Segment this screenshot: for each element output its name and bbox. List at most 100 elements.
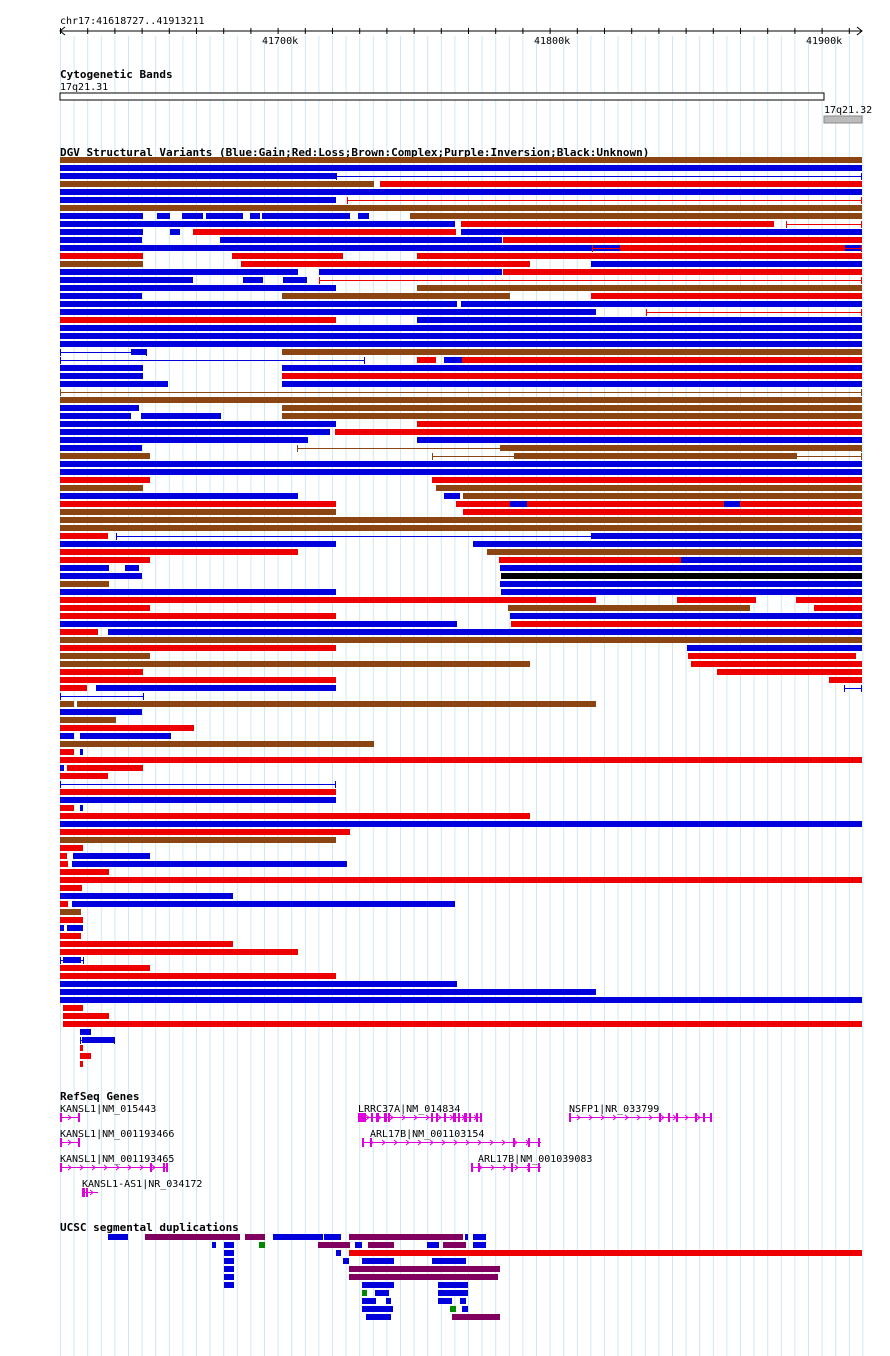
sv-feature (60, 597, 596, 603)
sv-feature (60, 877, 862, 883)
gene-exon (471, 1163, 473, 1172)
sv-feature (436, 485, 862, 491)
refseq-track-title: RefSeq Genes (60, 1090, 139, 1103)
sv-feature (60, 373, 143, 379)
sv-feature (499, 557, 681, 563)
segdup-features[interactable] (108, 1234, 862, 1320)
gene-strand-arrow (588, 1114, 593, 1121)
sv-feature (60, 853, 67, 859)
sv-feature (60, 741, 374, 747)
gene-label-nsfp1[interactable]: NSFP1|NR_033799 (569, 1104, 659, 1115)
sv-feature (282, 405, 862, 411)
sv-feature (620, 245, 845, 251)
sv-feature (80, 733, 171, 739)
sv-feature (80, 749, 83, 755)
gene-exon (362, 1138, 364, 1147)
segdup-feature (450, 1306, 456, 1312)
gene-strand-arrow (67, 1114, 72, 1121)
segdup-track-title: UCSC segmental duplications (60, 1221, 239, 1234)
dgv-features[interactable] (60, 157, 862, 1067)
refseq-track[interactable]: RefSeq Genes KANSL1|NM_015443 KANSL1|NM_… (60, 1090, 712, 1197)
sv-feature (687, 645, 862, 651)
gene-strand-arrow (600, 1114, 605, 1121)
position-label: chr17:41618727..41913211 (60, 16, 205, 27)
sv-feature (63, 957, 81, 963)
gene-label-kansl1-nm015443[interactable]: KANSL1|NM_015443 (60, 1104, 156, 1115)
sv-feature (170, 229, 180, 235)
sv-feature (60, 669, 143, 675)
sv-feature (82, 1037, 115, 1043)
gene-strand-arrow (514, 1164, 519, 1171)
gene-exon (358, 1113, 366, 1122)
sv-feature (60, 261, 143, 267)
sv-feature (591, 533, 862, 539)
segdup-feature (375, 1290, 389, 1296)
sv-feature (60, 653, 150, 659)
sv-feature (417, 437, 862, 443)
gene-strand-arrow (381, 1139, 386, 1146)
gene-strand-arrow (576, 1114, 581, 1121)
sv-feature (241, 261, 530, 267)
sv-feature (60, 405, 139, 411)
gene-label-kansl1-nm001193466[interactable]: KANSL1|NM_001193466 (60, 1129, 174, 1140)
gene-exon (444, 1113, 446, 1122)
sv-feature (796, 597, 862, 603)
gene-exon (388, 1113, 390, 1122)
sv-feature (432, 477, 862, 483)
sv-feature (463, 493, 862, 499)
sv-feature (63, 1021, 862, 1027)
cytoband-track[interactable]: Cytogenetic Bands 17q21.31 17q21.32 (59, 68, 872, 124)
gene-exon (464, 1113, 467, 1122)
gene-exon (60, 1138, 62, 1147)
gene-models[interactable] (60, 1113, 712, 1197)
sv-feature (60, 709, 142, 715)
sv-feature (206, 213, 243, 219)
sv-feature (688, 653, 856, 659)
gene-strand-arrow (417, 1139, 422, 1146)
sv-feature (80, 1061, 83, 1067)
gene-exon (431, 1113, 433, 1122)
dgv-track-title: DGV Structural Variants (Blue:Gain;Red:L… (60, 146, 649, 159)
gene-label-kansl1-as1[interactable]: KANSL1-AS1|NR_034172 (82, 1179, 202, 1190)
segdup-track[interactable]: UCSC segmental duplications (60, 1221, 862, 1320)
gene-strand-arrow (89, 1189, 94, 1196)
gene-strand-arrow (696, 1114, 701, 1121)
sv-feature (60, 237, 142, 243)
gene-label-kansl1-nm001193465[interactable]: KANSL1|NM_001193465 (60, 1154, 174, 1165)
segdup-feature (259, 1242, 265, 1248)
sv-feature (500, 445, 862, 451)
segdup-feature (473, 1242, 486, 1248)
gene-label-arl17b-nm001039083[interactable]: ARL17B|NM_001039083 (478, 1154, 592, 1165)
gene-strand-arrow (67, 1139, 72, 1146)
dgv-track[interactable]: DGV Structural Variants (Blue:Gain;Red:L… (60, 146, 862, 1067)
segdup-feature (273, 1234, 323, 1240)
sv-feature (717, 669, 862, 675)
sv-feature (461, 229, 862, 235)
sv-feature (60, 429, 330, 435)
gene-exon (538, 1138, 540, 1147)
sv-feature (60, 901, 68, 907)
sv-feature (60, 765, 64, 771)
ruler: chr17:41618727..41913211 41700k 41800k 4… (59, 16, 863, 47)
segdup-feature (224, 1266, 234, 1272)
gene-label-arl17b-nm001103154[interactable]: ARL17B|NM_001103154 (370, 1129, 484, 1140)
sv-feature (60, 533, 108, 539)
gene-exon (370, 1138, 372, 1147)
gene-strand-arrow (660, 1114, 665, 1121)
sv-feature (380, 181, 862, 187)
sv-feature (60, 837, 336, 843)
sv-feature (60, 805, 74, 811)
gene-strand-arrow (365, 1114, 370, 1121)
gene-exon (384, 1113, 387, 1122)
gene-strand-arrow (401, 1114, 406, 1121)
sv-feature (131, 349, 147, 355)
sv-feature (60, 325, 862, 331)
segdup-feature (318, 1242, 350, 1248)
segdup-feature (427, 1242, 439, 1248)
gene-label-lrrc37a[interactable]: LRRC37A|NM_014834 (358, 1104, 460, 1115)
sv-feature (335, 429, 862, 435)
sv-feature (80, 1045, 83, 1051)
gene-strand-arrow (437, 1114, 442, 1121)
sv-feature (60, 565, 109, 571)
gene-strand-arrow (91, 1164, 96, 1171)
